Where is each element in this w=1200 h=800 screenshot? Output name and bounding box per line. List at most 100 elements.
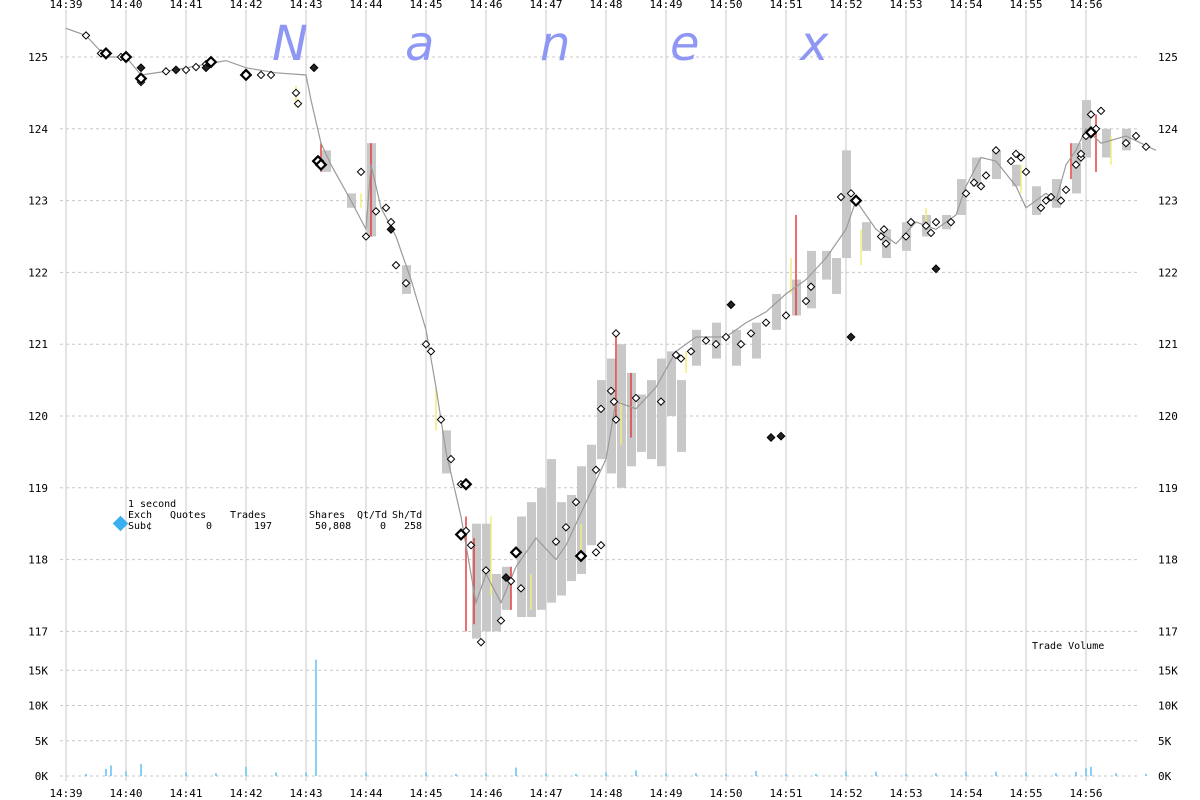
- x-tick-top: 14:47: [529, 0, 562, 11]
- trade-marker: [381, 203, 391, 213]
- quote-band-segment: [677, 380, 686, 452]
- trade-marker: [746, 329, 756, 338]
- large-trade-marker: [454, 528, 468, 541]
- trade-marker: [981, 171, 991, 180]
- quote-band-segment: [322, 150, 331, 172]
- trade-marker: [846, 189, 856, 198]
- trade-marker: [481, 566, 491, 575]
- x-tick-bottom: 14:49: [649, 787, 682, 800]
- trade-marker: [81, 31, 91, 40]
- price-line: [65, 27, 1157, 606]
- trade-marker: [591, 548, 601, 557]
- y-tick-left: 125: [28, 51, 48, 64]
- filled-trade-marker: [776, 431, 786, 441]
- quote-band-segment: [517, 516, 526, 618]
- trade-marker: [609, 397, 619, 406]
- large-trade-marker: [314, 158, 328, 172]
- quote-band-segment: [537, 487, 546, 610]
- volume-label: Trade Volume: [1032, 641, 1105, 652]
- x-tick-bottom: 14:40: [109, 787, 142, 800]
- quote-band-segment: [492, 573, 501, 632]
- trade-marker: [436, 415, 446, 424]
- x-tick-top: 14:40: [109, 0, 142, 11]
- trade-marker: [656, 397, 666, 406]
- trade-marker: [1096, 106, 1106, 116]
- trade-marker: [781, 311, 791, 320]
- filled-trade-marker: [501, 573, 511, 583]
- quote-band-segment: [1052, 179, 1061, 208]
- trade-marker: [476, 637, 486, 647]
- trade-marker: [631, 393, 641, 403]
- y-tick-left: 118: [28, 554, 48, 567]
- x-tick-top: 14:55: [1009, 0, 1042, 11]
- volume-tick-right: 10K: [1158, 700, 1178, 713]
- x-tick-bottom: 14:52: [829, 787, 862, 800]
- y-tick-left: 124: [28, 123, 48, 136]
- x-tick-top: 14:49: [649, 0, 682, 11]
- quote-band-segment: [647, 380, 656, 460]
- quote-band-segment: [1012, 164, 1021, 187]
- quote-band-segment: [692, 329, 701, 366]
- quote-band-segment: [832, 258, 841, 294]
- x-tick-top: 14:46: [469, 0, 502, 11]
- filled-trade-marker: [171, 65, 181, 75]
- quote-band-segment: [527, 502, 536, 618]
- volume-tick-left: 5K: [35, 735, 49, 748]
- quote-band-segment: [842, 150, 851, 259]
- legend-qttd: 0: [380, 521, 387, 532]
- watermark-letter: N: [272, 16, 308, 72]
- trade-marker: [1011, 149, 1021, 159]
- trade-marker: [1021, 167, 1031, 177]
- x-tick-top: 14:45: [409, 0, 442, 11]
- watermark-letter: x: [800, 16, 829, 72]
- trade-marker: [496, 616, 506, 625]
- trade-marker: [1076, 149, 1086, 159]
- trade-marker: [991, 146, 1001, 155]
- trade-marker: [926, 228, 936, 238]
- trade-marker: [931, 217, 941, 227]
- x-tick-bottom: 14:45: [409, 787, 442, 800]
- x-tick-top: 14:48: [589, 0, 622, 11]
- trade-marker: [876, 232, 886, 241]
- trade-marker: [1131, 131, 1141, 141]
- quote-band-segment: [557, 502, 566, 596]
- trade-marker: [1016, 153, 1026, 162]
- trade-marker: [1056, 196, 1066, 205]
- x-tick-bottom: 14:43: [289, 787, 322, 800]
- legend-header-shtd: Sh/Td: [392, 510, 423, 521]
- y-tick-right: 124: [1158, 123, 1178, 136]
- y-tick-right: 122: [1158, 266, 1178, 279]
- trade-marker: [266, 70, 276, 80]
- trade-marker: [596, 540, 606, 550]
- quote-band-segment: [597, 380, 606, 460]
- trade-marker: [591, 465, 601, 475]
- quote-band-segment: [972, 157, 981, 187]
- trade-marker: [836, 192, 846, 202]
- y-tick-right: 120: [1158, 410, 1178, 423]
- quote-band-segment: [577, 466, 586, 574]
- x-tick-bottom: 14:56: [1069, 787, 1102, 800]
- x-tick-bottom: 14:50: [709, 787, 742, 800]
- y-tick-right: 118: [1158, 554, 1178, 567]
- y-tick-right: 123: [1158, 195, 1178, 208]
- legend-header-exch: Exch: [128, 510, 153, 521]
- quote-band-segment: [992, 150, 1001, 180]
- large-trade-marker: [849, 194, 863, 207]
- x-tick-top: 14:43: [289, 0, 322, 11]
- trade-marker: [571, 497, 581, 507]
- volume-tick-left: 15K: [28, 664, 48, 677]
- trade-marker: [291, 88, 301, 98]
- x-tick-bottom: 14:48: [589, 787, 622, 800]
- y-tick-right: 119: [1158, 482, 1178, 495]
- quote-band-segment: [807, 250, 816, 309]
- trade-marker: [191, 62, 201, 72]
- trade-marker: [426, 347, 436, 356]
- legend-quotes: 0: [206, 521, 213, 532]
- trade-marker: [1036, 203, 1046, 213]
- trade-marker: [606, 386, 616, 396]
- legend-exch: Sub¢: [128, 521, 153, 532]
- trade-marker: [516, 584, 526, 593]
- quote-band-segment: [482, 523, 491, 632]
- filled-trade-marker: [846, 332, 856, 342]
